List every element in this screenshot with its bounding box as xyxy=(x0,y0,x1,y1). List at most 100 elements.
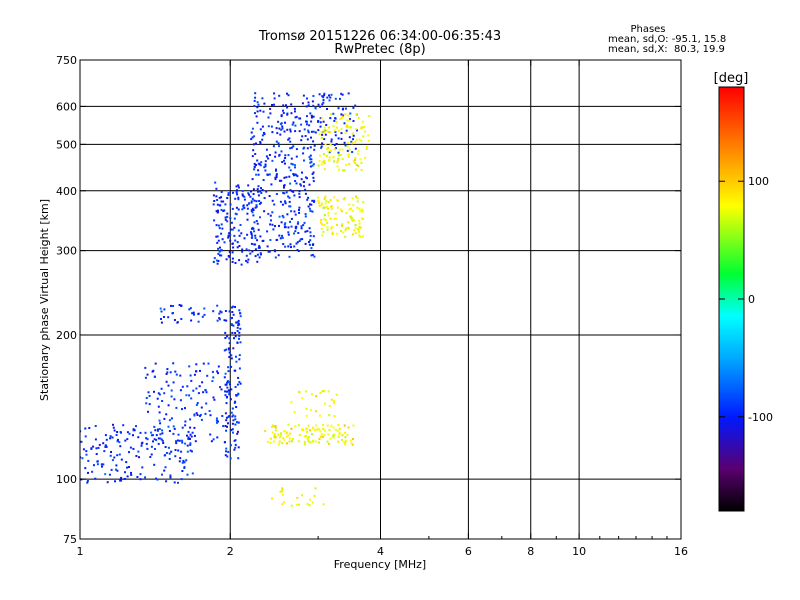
data-point xyxy=(346,433,349,436)
data-point xyxy=(323,131,326,134)
data-point xyxy=(252,193,255,195)
data-point xyxy=(215,210,218,213)
data-point xyxy=(234,446,237,449)
data-point xyxy=(283,159,285,162)
data-point xyxy=(351,438,354,440)
data-point xyxy=(331,226,334,228)
data-point xyxy=(344,439,347,442)
data-point xyxy=(258,245,261,248)
data-point xyxy=(298,209,300,211)
data-point xyxy=(223,241,226,244)
data-point xyxy=(294,166,296,169)
data-point xyxy=(161,439,164,442)
data-point xyxy=(232,191,234,194)
data-point xyxy=(228,393,231,396)
data-point xyxy=(324,202,327,205)
data-point xyxy=(156,397,159,400)
data-point xyxy=(311,393,313,396)
data-point xyxy=(145,397,148,399)
data-point xyxy=(294,213,297,216)
data-point xyxy=(293,107,296,110)
data-point xyxy=(220,254,223,257)
data-point xyxy=(237,198,240,201)
data-point xyxy=(136,476,139,478)
data-point xyxy=(255,173,258,176)
data-point xyxy=(332,436,335,439)
data-point xyxy=(224,394,227,397)
data-point xyxy=(340,113,343,116)
data-point xyxy=(339,97,341,100)
data-point xyxy=(311,199,314,202)
data-point xyxy=(360,162,363,164)
data-point xyxy=(233,369,236,372)
data-point xyxy=(290,157,293,160)
data-point xyxy=(186,473,189,476)
data-point xyxy=(309,429,311,432)
data-point xyxy=(297,250,300,252)
data-point xyxy=(353,229,356,232)
data-point xyxy=(349,112,352,115)
data-point xyxy=(262,179,265,181)
data-point xyxy=(228,381,230,384)
data-point xyxy=(210,440,213,443)
data-point xyxy=(261,189,264,191)
data-point xyxy=(219,386,221,389)
data-point xyxy=(150,453,153,456)
data-point xyxy=(157,442,160,445)
data-point xyxy=(284,222,287,225)
data-point xyxy=(226,212,229,215)
data-point xyxy=(225,319,228,322)
data-point xyxy=(287,138,290,141)
data-point xyxy=(308,207,311,210)
data-point xyxy=(325,148,328,151)
data-point xyxy=(282,104,285,107)
data-point xyxy=(332,155,335,158)
data-point xyxy=(294,227,297,230)
data-point xyxy=(269,214,272,217)
data-point xyxy=(307,196,310,199)
data-point xyxy=(174,370,177,373)
data-point xyxy=(108,473,111,476)
data-point xyxy=(250,201,253,204)
data-point xyxy=(289,128,292,131)
data-point xyxy=(224,310,227,312)
data-point xyxy=(245,259,248,262)
data-point xyxy=(321,103,324,106)
data-point xyxy=(228,251,231,254)
data-point xyxy=(256,121,259,124)
data-point xyxy=(284,157,287,159)
data-point xyxy=(85,450,88,453)
data-point xyxy=(217,260,220,262)
data-point xyxy=(320,163,323,166)
data-point xyxy=(333,119,336,122)
data-point xyxy=(176,439,179,442)
data-point xyxy=(291,163,294,166)
data-point xyxy=(224,216,227,219)
data-point xyxy=(341,434,344,437)
data-point xyxy=(232,305,235,308)
data-point xyxy=(155,434,158,437)
data-point xyxy=(223,441,226,444)
data-point xyxy=(318,133,321,136)
data-point xyxy=(253,104,256,107)
data-point xyxy=(287,231,290,234)
data-point xyxy=(327,214,330,217)
data-point xyxy=(246,233,249,236)
data-point xyxy=(132,434,134,437)
data-point xyxy=(271,159,274,162)
data-point xyxy=(241,250,244,253)
data-point xyxy=(274,429,277,432)
data-point xyxy=(328,429,331,431)
data-point xyxy=(348,119,351,122)
data-point xyxy=(216,421,218,424)
data-point xyxy=(362,135,365,138)
data-point xyxy=(330,205,332,208)
data-point xyxy=(188,365,191,368)
data-point xyxy=(158,419,161,422)
data-point xyxy=(357,152,360,155)
data-point xyxy=(140,444,143,447)
data-point xyxy=(114,480,116,483)
data-point xyxy=(257,173,260,176)
data-point xyxy=(243,198,246,201)
data-point xyxy=(278,215,281,218)
